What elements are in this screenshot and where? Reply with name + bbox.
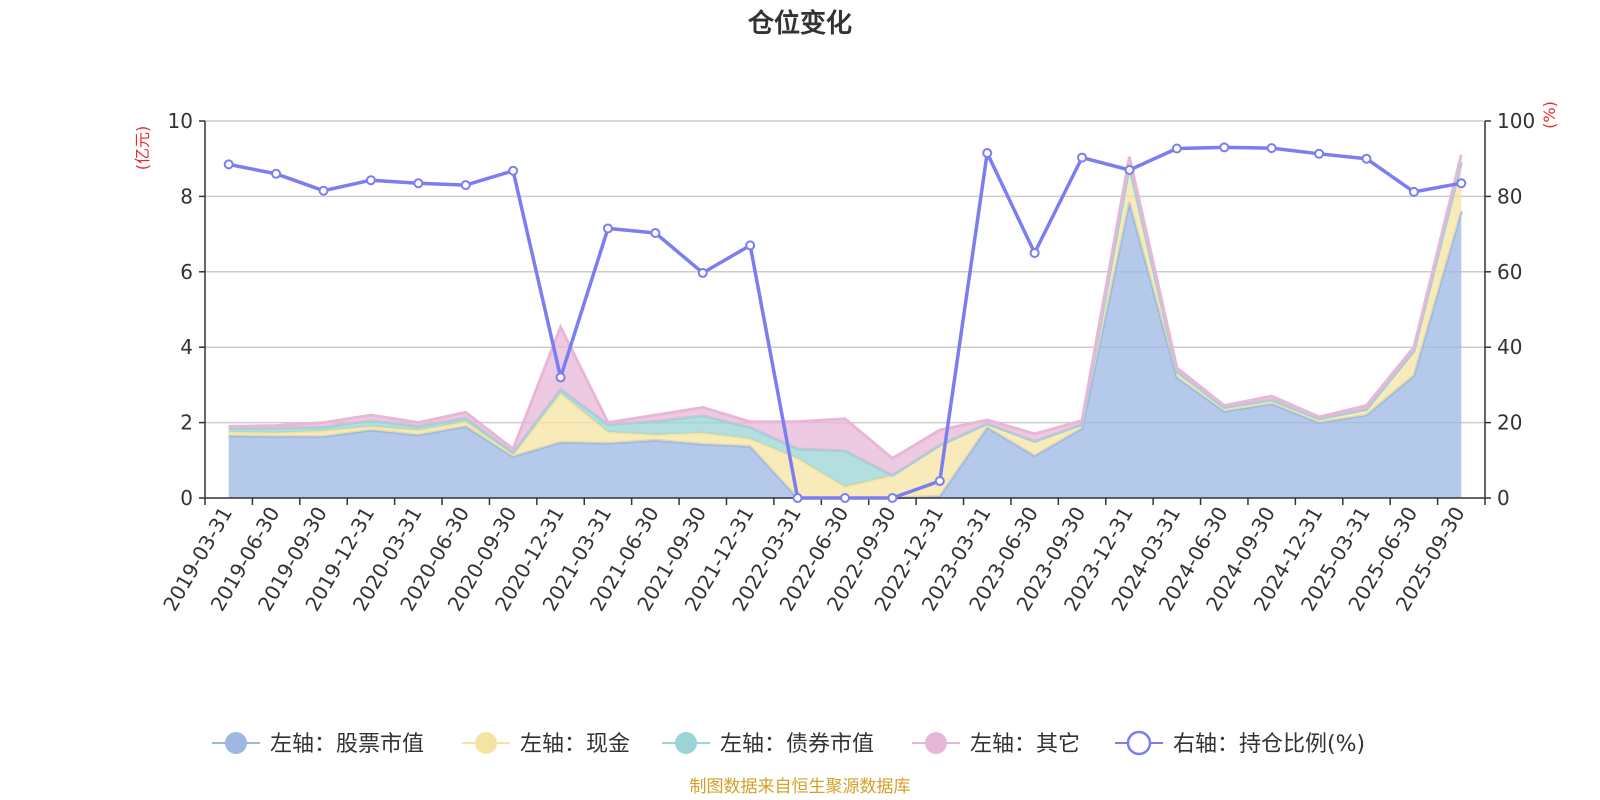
ratio-point — [1029, 247, 1040, 258]
ratio-point — [1456, 178, 1467, 189]
area-左轴：股票市值 — [228, 202, 1462, 498]
right-tick-label: 100 — [1497, 109, 1535, 133]
ratio-point — [697, 267, 708, 278]
area-series — [228, 154, 1463, 500]
ratio-point — [223, 159, 234, 170]
right-tick-label: 20 — [1497, 411, 1522, 435]
ratio-point — [1124, 165, 1135, 176]
legend-label: 右轴：持仓比例(%) — [1173, 732, 1365, 757]
legend-label: 左轴：现金 — [520, 732, 630, 757]
ratio-point — [365, 175, 376, 186]
ratio-point — [460, 180, 471, 191]
left-tick-label: 4 — [180, 335, 193, 359]
ratio-point — [318, 185, 329, 196]
ratio-point — [745, 240, 756, 251]
left-tick-label: 6 — [180, 260, 193, 284]
legend-label: 左轴：债券市值 — [720, 732, 874, 757]
ratio-point — [508, 165, 519, 176]
ratio-point — [555, 372, 566, 383]
legend-item[interactable]: 左轴：股票市值 — [212, 732, 424, 757]
left-tick-label: 8 — [180, 184, 193, 208]
data-source: 制图数据来自恒生聚源数据库 — [690, 777, 911, 797]
ratio-point — [1314, 148, 1325, 159]
left-tick-label: 10 — [168, 109, 193, 133]
ratio-point — [413, 178, 424, 189]
legend-item[interactable]: 左轴：其它 — [912, 732, 1080, 757]
legend[interactable]: 左轴：股票市值 左轴：现金 左轴：债券市值 左轴：其它 右轴：持仓比例(%) — [212, 730, 1365, 757]
legend-marker — [925, 732, 947, 754]
ratio-point — [1266, 143, 1277, 154]
ratio-point — [650, 227, 661, 238]
axes: 02468100204060801002019-03-312019-06-302… — [158, 109, 1535, 615]
legend-item[interactable]: 左轴：债券市值 — [662, 732, 874, 757]
left-tick-label: 0 — [180, 486, 193, 510]
ratio-point — [934, 476, 945, 487]
legend-item[interactable]: 右轴：持仓比例(%) — [1115, 730, 1365, 757]
right-tick-label: 40 — [1497, 335, 1522, 359]
legend-marker — [475, 732, 497, 754]
right-tick-label: 0 — [1497, 486, 1510, 510]
right-tick-label: 80 — [1497, 184, 1522, 208]
chart-title: 仓位变化 — [747, 8, 852, 39]
right-axis-unit: (%) — [1540, 101, 1559, 129]
gridlines — [205, 120, 1485, 424]
legend-marker — [675, 732, 697, 754]
legend-item[interactable]: 左轴：现金 — [462, 732, 630, 757]
right-tick-label: 60 — [1497, 260, 1522, 284]
legend-label: 左轴：股票市值 — [270, 732, 424, 757]
legend-label: 左轴：其它 — [970, 732, 1080, 757]
ratio-point — [1077, 152, 1088, 163]
ratio-point — [840, 493, 850, 503]
area-edge-左轴：其它 — [228, 154, 1463, 461]
ratio-point — [1361, 153, 1372, 164]
ratio-point — [1219, 142, 1230, 153]
left-tick-label: 2 — [180, 411, 193, 435]
ratio-point — [1408, 186, 1419, 197]
ratio-point — [982, 148, 993, 159]
ratio-point — [602, 223, 613, 234]
ratio-point — [792, 493, 803, 503]
left-axis-unit: (亿元) — [133, 126, 152, 171]
ratio-point — [1171, 143, 1182, 154]
ratio-point — [887, 493, 898, 503]
legend-marker — [1126, 730, 1152, 756]
area-左轴：其它 — [228, 154, 1462, 476]
position-ratio-line — [223, 142, 1467, 503]
legend-marker — [225, 732, 247, 754]
ratio-point — [271, 168, 282, 179]
